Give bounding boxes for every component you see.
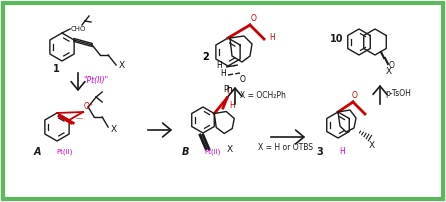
Text: O: O (389, 61, 395, 70)
Text: 2: 2 (202, 52, 209, 62)
Text: O: O (352, 91, 358, 100)
Text: O: O (227, 87, 233, 96)
Text: X: X (111, 124, 117, 134)
Text: "Pt(II)": "Pt(II)" (83, 76, 108, 84)
Text: O: O (251, 14, 257, 23)
Text: X = OCH₂Ph: X = OCH₂Ph (240, 90, 286, 100)
Text: X: X (227, 145, 233, 155)
Text: —: — (75, 116, 83, 121)
Text: 1: 1 (53, 64, 59, 74)
Text: p-TsOH: p-TsOH (385, 89, 411, 99)
Text: B: B (182, 147, 189, 157)
Text: X: X (119, 61, 125, 69)
Text: X: X (369, 141, 375, 150)
Text: X: X (386, 67, 392, 77)
Text: H: H (220, 69, 226, 79)
Text: 10: 10 (330, 34, 344, 44)
Text: Pt(II): Pt(II) (205, 149, 221, 155)
Text: Pt(II): Pt(II) (57, 149, 73, 155)
Text: Ph: Ph (223, 84, 233, 94)
Text: H: H (229, 101, 235, 109)
Text: H: H (339, 147, 345, 157)
Text: X = H or OTBS: X = H or OTBS (257, 142, 313, 152)
Text: O: O (240, 75, 246, 83)
Text: 3: 3 (317, 147, 323, 157)
Text: A: A (33, 147, 41, 157)
Text: H: H (216, 61, 222, 70)
Text: CHO: CHO (71, 26, 87, 32)
Text: O⁺: O⁺ (84, 102, 94, 111)
Text: H: H (269, 33, 275, 41)
